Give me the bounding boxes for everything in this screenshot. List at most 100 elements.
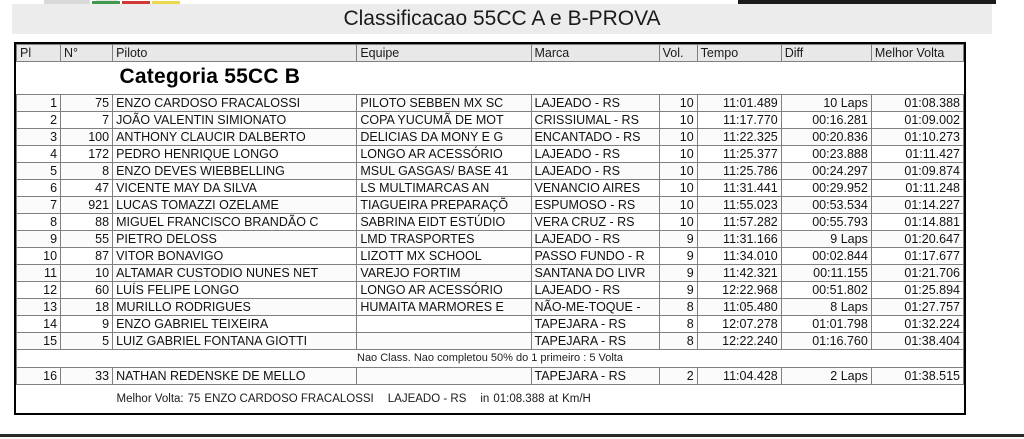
table-row[interactable]: 11 10 ALTAMAR CUSTODIO NUNES NET VAREJO FOR…: [15, 264, 965, 282]
table-row[interactable]: 12 60 LUÍS FELIPE LONGO LONGO AR ACESSÓRIO L…: [15, 281, 965, 299]
table-row[interactable]: 14 9 ENZO GABRIEL TEIXEIRA TAPEJARA - RS 8 12…: [15, 315, 965, 333]
cell-team: DELICIAS DA MONY E G: [356, 128, 532, 146]
cell-time: 11:31.166: [696, 230, 782, 248]
table-row[interactable]: 15 5 LUIZ GABRIEL FONTANA GIOTTI TAPEJARA -…: [15, 332, 965, 350]
cell-position: 8: [15, 213, 62, 231]
cell-brand: ESPUMOSO - RS: [530, 196, 660, 214]
column-header-team[interactable]: Equipe: [356, 44, 532, 62]
best-lap-footer-label: Melhor Volta:: [116, 393, 184, 405]
cell-diff: 9 Laps: [780, 230, 872, 248]
cell-team: [356, 367, 532, 385]
table-row[interactable]: 6 47 VICENTE MAY DA SILVA LS MULTIMARCAS AN…: [15, 179, 965, 197]
cell-time: 12:07.278: [696, 315, 782, 333]
table-row[interactable]: 2 7 JOÃO VALENTIN SIMIONATO COPA YUCUMÃ DE …: [15, 111, 965, 129]
cell-best-lap: 01:38.404: [870, 332, 965, 350]
cell-best-lap: 01:10.273: [870, 128, 965, 146]
cell-laps: 9: [658, 230, 698, 248]
cell-pilot: LUCAS TOMAZZI OZELAME: [112, 196, 358, 214]
cell-position: 5: [15, 162, 62, 180]
cell-time: 11:05.480: [696, 298, 782, 316]
cell-number: 7: [60, 111, 114, 129]
column-header-num[interactable]: N°: [60, 44, 114, 62]
cell-laps: 10: [658, 94, 698, 112]
cell-number: 100: [60, 128, 114, 146]
column-header-best[interactable]: Melhor Volta: [870, 44, 965, 62]
table-row[interactable]: 16 33 NATHAN REDENSKE DE MELLO TAPEJARA - R…: [15, 367, 965, 385]
cell-brand: CRISSIUMAL - RS: [530, 111, 660, 129]
cell-position: 11: [15, 264, 62, 282]
best-lap-footer: Melhor Volta: 75 ENZO CARDOSO FRACALOSSI LA…: [16, 384, 964, 413]
column-header-laps[interactable]: Vol.: [658, 44, 698, 62]
cell-time: 11:42.321: [696, 264, 782, 282]
cell-diff: 00:55.793: [780, 213, 872, 231]
cell-diff: 8 Laps: [780, 298, 872, 316]
cell-diff: 00:02.844: [780, 247, 872, 265]
cell-diff: 00:29.952: [780, 179, 872, 197]
cell-pilot: ALTAMAR CUSTODIO NUNES NET: [112, 264, 358, 282]
cell-diff: 10 Laps: [780, 94, 872, 112]
cell-position: 14: [15, 315, 62, 333]
cell-laps: 9: [658, 247, 698, 265]
cell-laps: 8: [658, 298, 698, 316]
cell-brand: TAPEJARA - RS: [530, 315, 660, 333]
column-header-diff[interactable]: Diff: [780, 44, 872, 62]
cell-team: HUMAITA MARMORES E: [356, 298, 532, 316]
table-row[interactable]: 7 921 LUCAS TOMAZZI OZELAME TIAGUEIRA PREPA…: [15, 196, 965, 214]
cell-team: SABRINA EIDT ESTÚDIO: [356, 213, 532, 231]
table-row[interactable]: 9 55 PIETRO DELOSS LMD TRASPORTES LAJEADO - …: [15, 230, 965, 248]
best-lap-footer-city: LAJEADO - RS: [387, 393, 467, 405]
table-header: Pl N° Piloto Equipe Marca Vol. Tempo Dif…: [15, 44, 965, 62]
cell-pilot: PEDRO HENRIQUE LONGO: [112, 145, 358, 163]
column-header-pl[interactable]: Pl: [15, 44, 62, 62]
category-banner-label: Categoria 55CC B: [119, 65, 301, 88]
best-lap-footer-number: 75: [187, 393, 201, 405]
cell-best-lap: 01:14.881: [870, 213, 965, 231]
cell-time: 11:31.441: [696, 179, 782, 197]
cell-time: 11:25.786: [696, 162, 782, 180]
table-row[interactable]: 4 172 PEDRO HENRIQUE LONGO LONGO AR ACESSÓR…: [15, 145, 965, 163]
cell-number: 8: [60, 162, 114, 180]
cell-brand: NÃO-ME-TOQUE -: [530, 298, 660, 316]
cell-number: 75: [60, 94, 114, 112]
cell-position: 1: [15, 94, 62, 112]
cell-position: 7: [15, 196, 62, 214]
cell-best-lap: 01:11.248: [870, 179, 965, 197]
table-body: Categoria 55CC B 1 75 ENZO CARDOSO FRACALO…: [15, 61, 965, 413]
cell-time: 11:22.325: [696, 128, 782, 146]
cell-pilot: ANTHONY CLAUCIR DALBERTO: [112, 128, 358, 146]
table-row[interactable]: 8 88 MIGUEL FRANCISCO BRANDÃO C SABRINA EID…: [15, 213, 965, 231]
cell-best-lap: 01:11.427: [870, 145, 965, 163]
cell-time: 11:01.489: [696, 94, 782, 112]
category-banner-row: Categoria 55CC B: [16, 61, 964, 95]
table-row[interactable]: 10 87 VITOR BONAVIGO LIZOTT MX SCHOOL PASSO …: [15, 247, 965, 265]
best-lap-footer-unit: Km/H: [562, 393, 591, 405]
cell-brand: PASSO FUNDO - R: [530, 247, 660, 265]
cell-time: 11:57.282: [696, 213, 782, 231]
cell-number: 55: [60, 230, 114, 248]
column-header-pilot[interactable]: Piloto: [112, 44, 358, 62]
cell-brand: VENANCIO AIRES: [530, 179, 660, 197]
table-row[interactable]: 1 75 ENZO CARDOSO FRACALOSSI PILOTO SEBBEN …: [15, 94, 965, 112]
cell-pilot: ENZO CARDOSO FRACALOSSI: [112, 94, 358, 112]
table-row[interactable]: 5 8 ENZO DEVES WIEBBELLING MSUL GASGAS/ BAS…: [15, 162, 965, 180]
cell-diff: 2 Laps: [780, 367, 872, 385]
cell-laps: 10: [658, 213, 698, 231]
cell-brand: LAJEADO - RS: [530, 230, 660, 248]
column-header-time[interactable]: Tempo: [696, 44, 782, 62]
cell-laps: 10: [658, 145, 698, 163]
table-row[interactable]: 3 100 ANTHONY CLAUCIR DALBERTO DELICIAS DA …: [15, 128, 965, 146]
cell-number: 88: [60, 213, 114, 231]
cell-position: 2: [15, 111, 62, 129]
table-header-row: Pl N° Piloto Equipe Marca Vol. Tempo Dif…: [15, 44, 965, 62]
cell-number: 60: [60, 281, 114, 299]
cell-time: 12:22.968: [696, 281, 782, 299]
cell-number: 9: [60, 315, 114, 333]
cell-diff: 00:53.534: [780, 196, 872, 214]
cell-diff: 00:16.281: [780, 111, 872, 129]
cell-best-lap: 01:27.757: [870, 298, 965, 316]
cell-number: 47: [60, 179, 114, 197]
cell-pilot: LUÍS FELIPE LONGO: [112, 281, 358, 299]
column-header-brand[interactable]: Marca: [530, 44, 660, 62]
cell-pilot: MURILLO RODRIGUES: [112, 298, 358, 316]
